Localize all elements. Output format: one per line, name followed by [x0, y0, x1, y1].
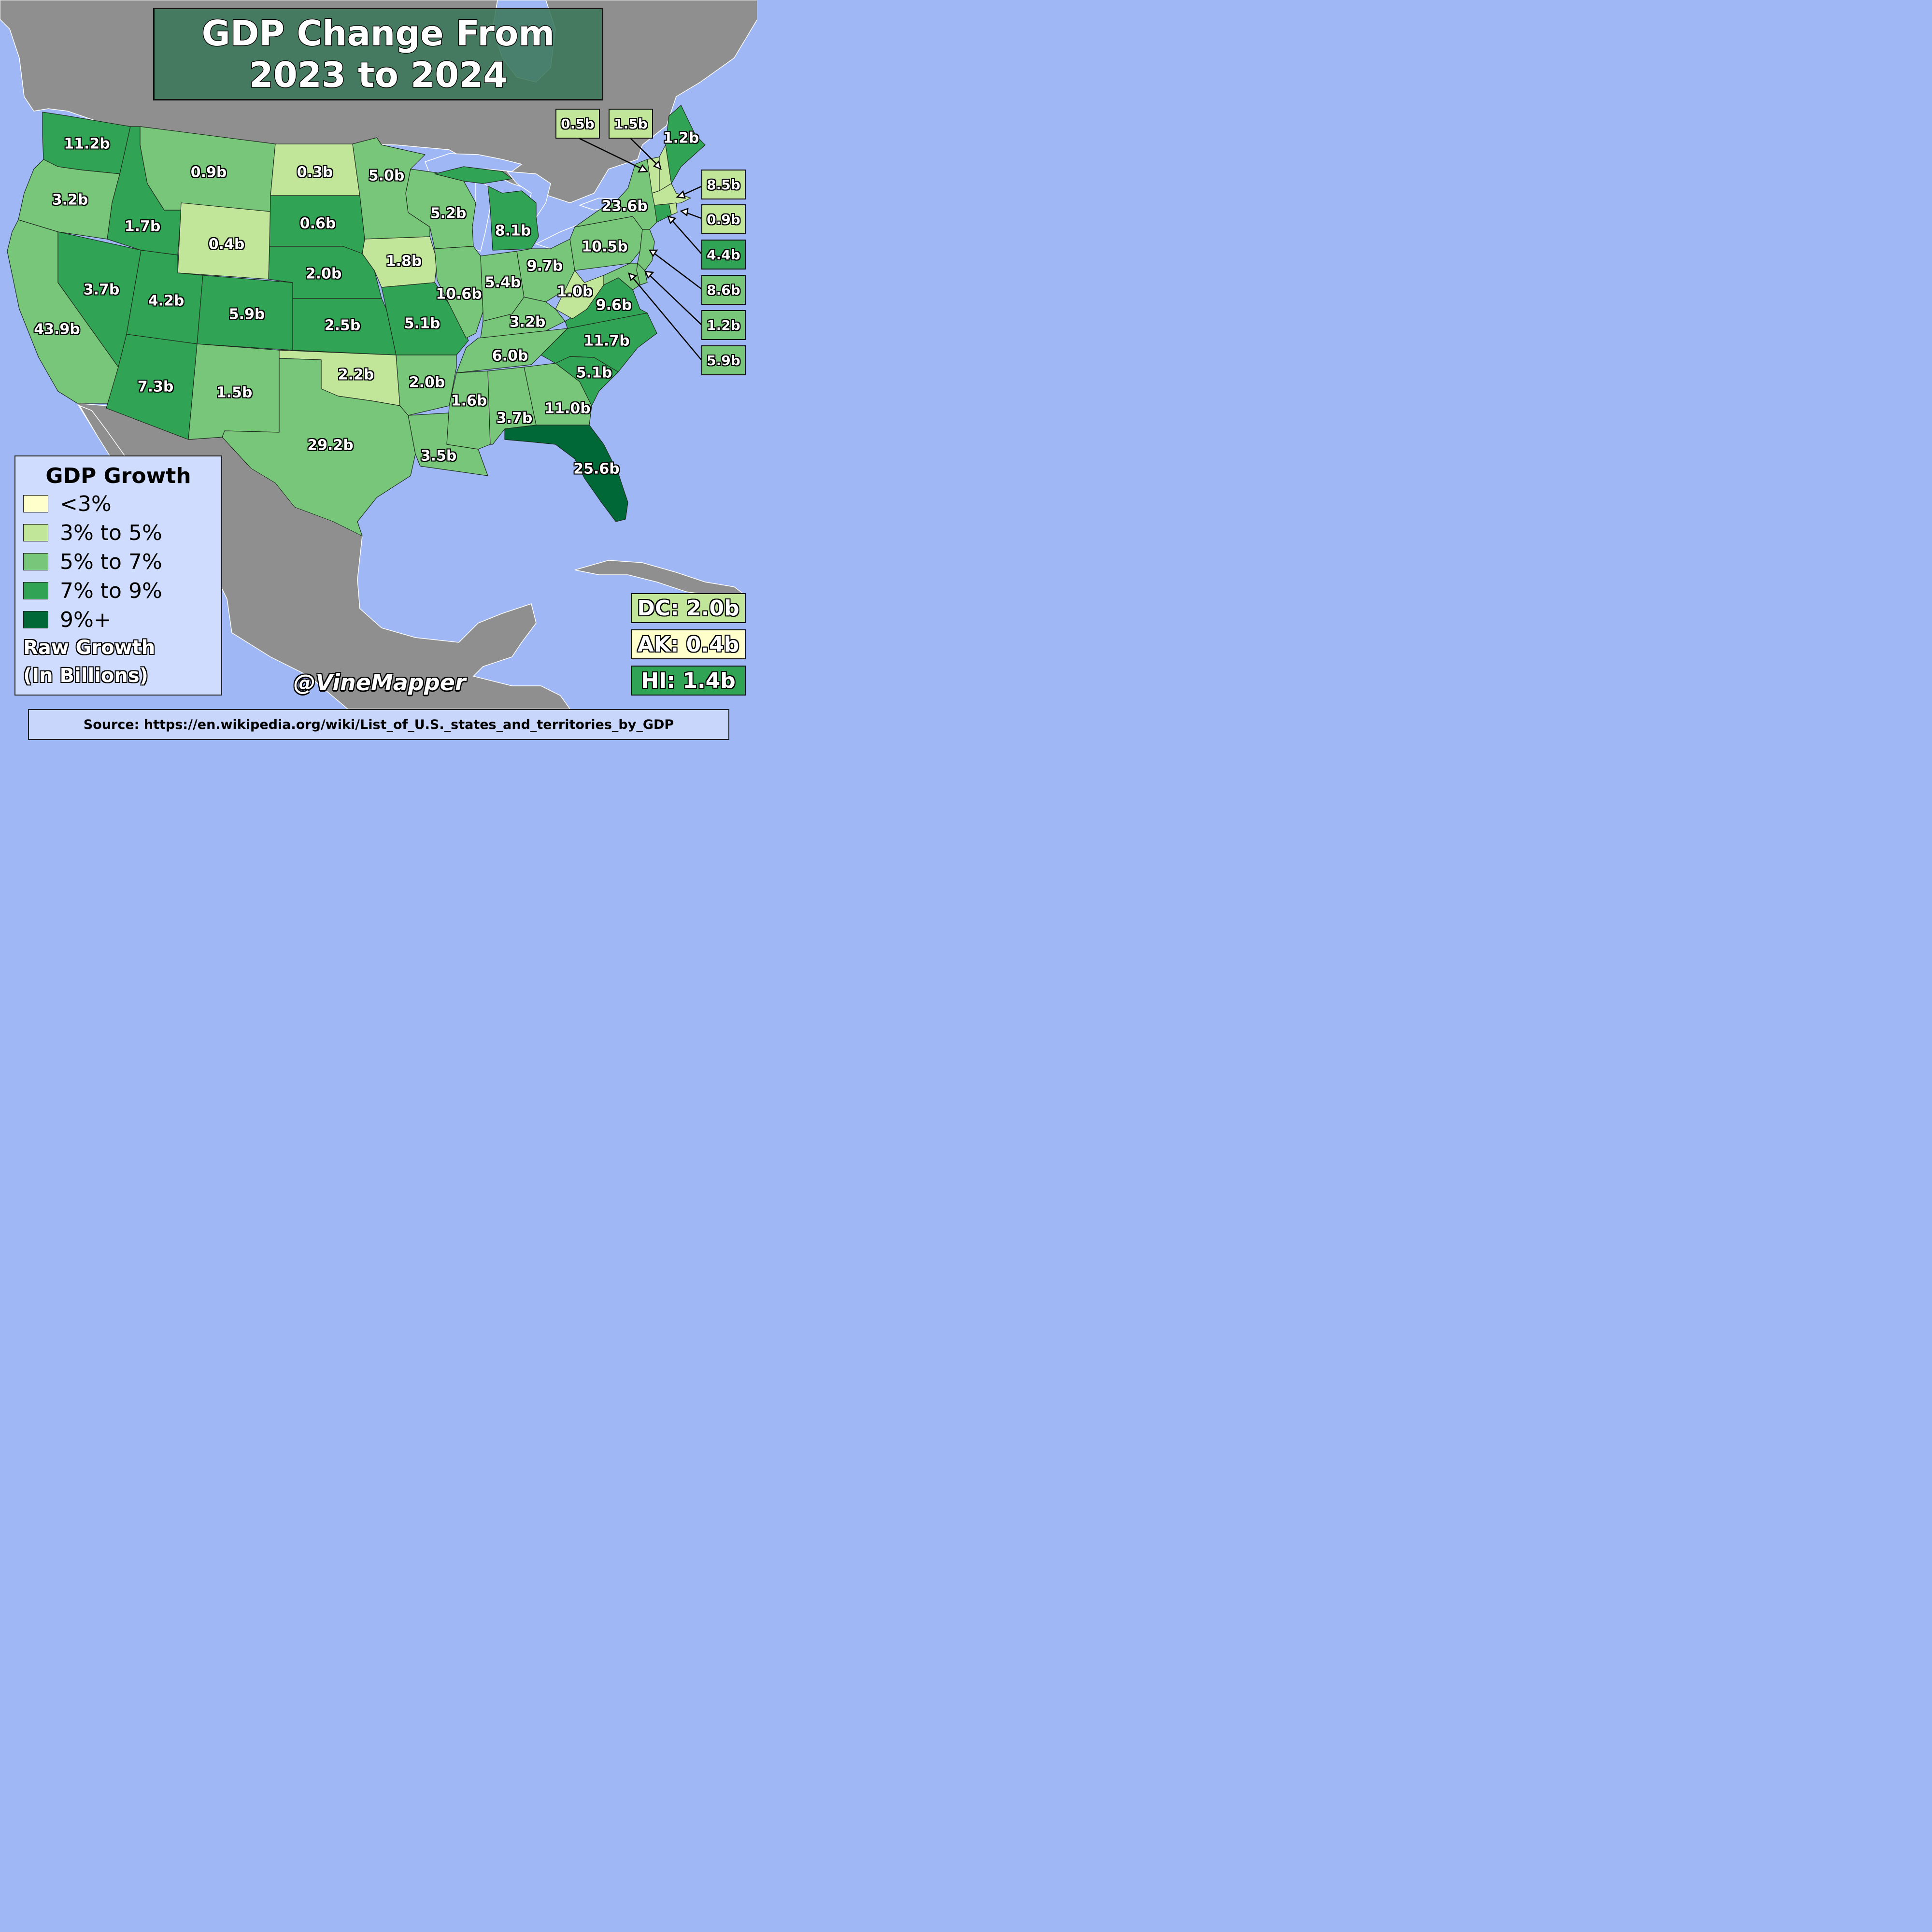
- label-co: 5.9b: [228, 306, 265, 323]
- title-line-1: GDP Change From: [201, 13, 555, 55]
- legend-swatch-5to7: [23, 553, 48, 570]
- label-id: 1.7b: [124, 218, 161, 235]
- legend-swatch-lt3: [23, 495, 48, 512]
- state-md[interactable]: [603, 263, 640, 290]
- state-ri[interactable]: [668, 202, 678, 215]
- label-wa: 11.2b: [64, 135, 110, 153]
- callout-ri: 0.9b: [701, 204, 746, 234]
- label-tn: 6.0b: [492, 347, 528, 365]
- arrow-head-nj: [648, 249, 658, 257]
- title-box: GDP Change From 2023 to 2024: [153, 8, 603, 100]
- label-ga: 11.0b: [544, 400, 591, 417]
- label-va: 9.6b: [596, 297, 632, 314]
- label-nv: 3.7b: [83, 281, 120, 298]
- label-ky: 3.2b: [509, 313, 546, 331]
- state-az[interactable]: [106, 334, 198, 440]
- ak-value-box: AK: 0.4b: [631, 629, 746, 659]
- hi-value-box: HI: 1.4b: [631, 666, 746, 696]
- arrow-head-md: [628, 272, 638, 282]
- callout-md: 5.9b: [701, 345, 746, 375]
- label-wi: 5.2b: [430, 205, 467, 222]
- legend-note-line-2: (In Billions): [23, 665, 148, 687]
- label-wy: 0.4b: [208, 236, 245, 253]
- source-citation: Source: https://en.wikipedia.org/wiki/Li…: [28, 709, 729, 740]
- legend-label-lt3: <3%: [60, 492, 112, 516]
- callout-de: 1.2b: [701, 310, 746, 340]
- label-ny: 23.6b: [601, 198, 648, 215]
- title-line-2: 2023 to 2024: [248, 54, 508, 96]
- legend-title: GDP Growth: [45, 464, 191, 488]
- legend-label-3to5: 3% to 5%: [60, 521, 162, 545]
- label-al: 3.7b: [496, 410, 533, 427]
- label-ms: 1.6b: [451, 392, 487, 410]
- label-il: 10.6b: [436, 285, 482, 303]
- label-la: 3.5b: [420, 447, 457, 465]
- callout-ma: 8.5b: [701, 170, 746, 199]
- label-me: 1.2b: [663, 129, 699, 147]
- author-credit: @VineMapper: [293, 669, 466, 696]
- arrow-head-ma: [676, 190, 686, 199]
- label-az: 7.3b: [137, 378, 174, 396]
- label-nm: 1.5b: [216, 384, 253, 401]
- state-me[interactable]: [665, 105, 706, 184]
- map-stage: GDP Change From 2023 to 2024 11.2b 3.2b …: [0, 0, 757, 757]
- state-fl[interactable]: [504, 425, 628, 522]
- legend-panel: [14, 455, 222, 696]
- label-in: 5.4b: [484, 274, 521, 291]
- legend-swatch-7to9: [23, 582, 48, 599]
- label-ia: 1.8b: [385, 253, 422, 270]
- legend-note-line-1: Raw Growth: [23, 637, 156, 659]
- callout-arrows: [578, 137, 702, 360]
- legend-label-7to9: 7% to 9%: [60, 579, 162, 603]
- label-nc: 11.7b: [583, 332, 630, 350]
- arrow-head-de: [644, 270, 654, 279]
- label-mn: 5.0b: [368, 167, 405, 185]
- label-mi: 8.1b: [495, 222, 531, 240]
- label-ut: 4.2b: [148, 292, 185, 310]
- cuba-island: [574, 560, 745, 597]
- label-fl: 25.6b: [573, 460, 620, 478]
- label-ar: 2.0b: [409, 374, 445, 391]
- label-pa: 10.5b: [582, 238, 628, 256]
- label-wv: 1.0b: [556, 283, 593, 300]
- state-il[interactable]: [434, 246, 483, 339]
- legend-label-9plus: 9%+: [60, 608, 112, 632]
- label-ne: 2.0b: [305, 265, 342, 283]
- legend-swatch-9plus: [23, 611, 48, 628]
- state-tx[interactable]: [222, 358, 416, 537]
- label-ks: 2.5b: [324, 317, 361, 334]
- label-sc: 5.1b: [576, 364, 612, 382]
- label-mo: 5.1b: [404, 315, 440, 332]
- label-oh: 9.7b: [526, 257, 563, 275]
- legend-swatch-3to5: [23, 524, 48, 541]
- label-ca: 43.9b: [34, 321, 80, 338]
- state-tn[interactable]: [456, 328, 568, 373]
- dc-value-box: DC: 2.0b: [631, 593, 746, 623]
- label-tx: 29.2b: [307, 437, 354, 454]
- arrow-head-ct: [667, 215, 677, 225]
- callout-vt: 0.5b: [555, 109, 600, 139]
- label-or: 3.2b: [52, 191, 88, 209]
- state-mi[interactable]: [434, 166, 539, 251]
- label-sd: 0.6b: [299, 215, 336, 232]
- arrow-head-vt: [637, 164, 649, 173]
- label-mt: 0.9b: [190, 164, 227, 181]
- lake-michigan: [472, 178, 491, 252]
- state-mo[interactable]: [381, 282, 469, 355]
- arrow-head-nh: [653, 160, 662, 170]
- callout-nh: 1.5b: [609, 109, 653, 139]
- label-nd: 0.3b: [297, 164, 333, 181]
- callout-ct: 4.4b: [701, 240, 746, 270]
- callout-nj: 8.6b: [701, 275, 746, 305]
- label-ok: 2.2b: [338, 366, 374, 384]
- arrow-head-ri: [680, 208, 689, 217]
- legend-label-5to7: 5% to 7%: [60, 550, 162, 574]
